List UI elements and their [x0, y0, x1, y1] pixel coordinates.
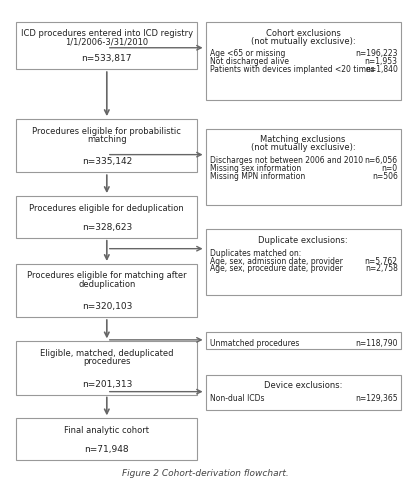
Text: matching: matching	[87, 134, 127, 143]
Bar	[16, 196, 197, 238]
Bar	[206, 332, 401, 349]
Text: Age, sex, procedure date, provider: Age, sex, procedure date, provider	[210, 264, 342, 273]
Text: (not mutually exclusive):: (not mutually exclusive):	[251, 144, 356, 152]
Text: n=335,142: n=335,142	[82, 157, 132, 166]
Text: 1/1/2006-3/31/2010: 1/1/2006-3/31/2010	[65, 38, 148, 46]
Text: Procedures eligible for matching after: Procedures eligible for matching after	[27, 272, 187, 280]
Bar	[16, 264, 197, 317]
Bar	[206, 128, 401, 206]
Text: Patients with devices implanted <20 times: Patients with devices implanted <20 time…	[210, 64, 374, 74]
Bar	[206, 374, 401, 410]
Bar	[206, 22, 401, 100]
Text: Not discharged alive: Not discharged alive	[210, 57, 289, 66]
Text: Final analytic cohort: Final analytic cohort	[64, 426, 149, 435]
Text: n=1,840: n=1,840	[365, 64, 397, 74]
Text: Missing sex information: Missing sex information	[210, 164, 301, 173]
Text: Eligible, matched, deduplicated: Eligible, matched, deduplicated	[40, 349, 173, 358]
Text: n=6,056: n=6,056	[365, 156, 397, 166]
Bar	[16, 342, 197, 394]
Text: Missing MPN information: Missing MPN information	[210, 172, 305, 180]
Text: Unmatched procedures: Unmatched procedures	[210, 338, 299, 347]
Text: Duplicates matched on:: Duplicates matched on:	[210, 249, 301, 258]
Text: Figure 2 Cohort-derivation flowchart.: Figure 2 Cohort-derivation flowchart.	[122, 468, 289, 477]
Text: Procedures eligible for deduplication: Procedures eligible for deduplication	[30, 204, 184, 212]
Text: ICD procedures entered into ICD registry: ICD procedures entered into ICD registry	[21, 29, 193, 38]
Text: n=201,313: n=201,313	[82, 380, 132, 388]
Text: Procedures eligible for probabilistic: Procedures eligible for probabilistic	[32, 126, 181, 136]
Text: n=320,103: n=320,103	[82, 302, 132, 311]
Text: Matching exclusions: Matching exclusions	[261, 136, 346, 144]
Text: n=196,223: n=196,223	[355, 50, 397, 58]
Text: n=2,758: n=2,758	[365, 264, 397, 273]
Text: n=118,790: n=118,790	[355, 338, 397, 347]
Text: procedures: procedures	[83, 357, 131, 366]
Text: n=5,762: n=5,762	[365, 256, 397, 266]
Text: n=328,623: n=328,623	[82, 223, 132, 232]
Text: Cohort exclusions: Cohort exclusions	[266, 28, 341, 38]
Bar	[206, 229, 401, 294]
Text: n=533,817: n=533,817	[81, 54, 132, 63]
Text: (not mutually exclusive):: (not mutually exclusive):	[251, 36, 356, 46]
Text: Discharges not between 2006 and 2010: Discharges not between 2006 and 2010	[210, 156, 363, 166]
Text: deduplication: deduplication	[78, 280, 136, 288]
Text: Device exclusions:: Device exclusions:	[264, 382, 342, 390]
Text: n=129,365: n=129,365	[355, 394, 397, 404]
Bar	[16, 418, 197, 460]
Text: n=71,948: n=71,948	[85, 445, 129, 454]
Text: n=506: n=506	[372, 172, 397, 180]
Text: Non-dual ICDs: Non-dual ICDs	[210, 394, 264, 404]
Text: n=1,953: n=1,953	[365, 57, 397, 66]
Text: Age <65 or missing: Age <65 or missing	[210, 50, 285, 58]
Bar	[16, 22, 197, 69]
Text: Duplicate exclusions:: Duplicate exclusions:	[259, 236, 348, 245]
Text: n=0: n=0	[381, 164, 397, 173]
Bar	[16, 119, 197, 172]
Text: Age, sex, admission date, provider: Age, sex, admission date, provider	[210, 256, 342, 266]
